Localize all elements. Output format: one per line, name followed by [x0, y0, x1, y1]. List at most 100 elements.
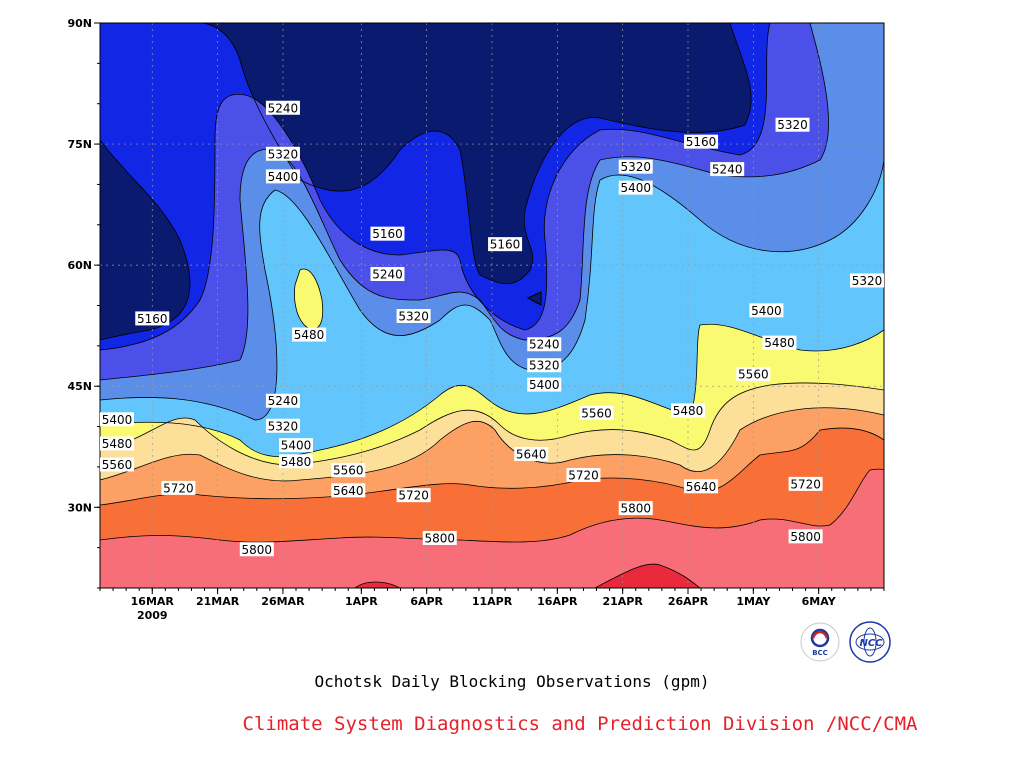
contour-label: 5240: [370, 267, 405, 282]
svg-text:5160: 5160: [490, 238, 521, 252]
x-tick-label: 21MAR: [196, 595, 240, 608]
band-closed-5480: [294, 269, 323, 330]
bcc-logo: BCC: [800, 622, 840, 662]
contour-label: 5640: [684, 479, 719, 494]
svg-text:5400: 5400: [529, 378, 560, 392]
svg-text:5240: 5240: [268, 101, 299, 115]
svg-text:5800: 5800: [790, 530, 821, 544]
contour-label: 5480: [671, 403, 705, 418]
contour-label: 5560: [579, 405, 614, 420]
svg-text:5160: 5160: [372, 227, 403, 241]
logos: BCC NCC: [800, 621, 891, 663]
contour-label: 5400: [279, 438, 313, 453]
svg-text:5400: 5400: [751, 304, 782, 318]
svg-text:5720: 5720: [398, 489, 429, 503]
contour-line: [100, 23, 884, 588]
y-tick-label: 45N: [67, 380, 92, 393]
contour-line: [100, 23, 884, 588]
svg-text:5240: 5240: [712, 163, 743, 177]
svg-text:5480: 5480: [673, 404, 704, 418]
svg-text:5400: 5400: [281, 439, 312, 453]
x-tick-label: 16MAR: [131, 595, 175, 608]
contour-label: 5560: [736, 367, 771, 382]
x-tick-label: 6MAY: [802, 595, 837, 608]
contour-label: 5720: [788, 476, 823, 491]
svg-text:5560: 5560: [333, 464, 364, 478]
grid-lines: [100, 23, 884, 588]
svg-text:5320: 5320: [268, 419, 299, 433]
contour-line: [100, 159, 884, 588]
x-tick-label: 26MAR: [261, 595, 305, 608]
y-axis: 30N 45N 60N 75N 90N: [67, 17, 100, 589]
ncc-logo: NCC: [849, 621, 891, 663]
contour-label: 5400: [749, 303, 784, 318]
y-tick-label: 90N: [67, 17, 92, 30]
contour-label: 5320: [850, 273, 884, 288]
contour-label: 5720: [161, 480, 196, 495]
band-above-5880: [595, 564, 700, 588]
x-year-label: 2009: [137, 609, 168, 622]
x-tick-label: 26APR: [668, 595, 709, 608]
contour-label: 5400: [100, 412, 134, 427]
contour-label: 5480: [279, 454, 313, 469]
contour-label: 5240: [527, 337, 562, 352]
contour-label: 5400: [527, 377, 562, 392]
contour-label: 5400: [618, 180, 653, 195]
svg-text:5640: 5640: [516, 448, 547, 462]
contour-label: 5640: [331, 483, 366, 498]
svg-text:NCC: NCC: [859, 638, 883, 649]
svg-text:5560: 5560: [581, 406, 612, 420]
contour-label: 5480: [762, 335, 797, 350]
svg-text:5480: 5480: [294, 328, 325, 342]
svg-text:5320: 5320: [852, 274, 883, 288]
contour-label: 5720: [566, 468, 601, 483]
svg-text:5800: 5800: [242, 543, 273, 557]
contour-label: 5720: [396, 488, 431, 503]
contour-label: 5240: [710, 162, 745, 177]
contour-line: [594, 563, 701, 588]
x-tick-label: 21APR: [602, 595, 643, 608]
svg-text:5320: 5320: [268, 147, 299, 161]
contour-label: 5640: [514, 447, 549, 462]
contour-label: 5160: [370, 226, 405, 241]
contour-label: 5320: [618, 159, 653, 174]
contour-line: [527, 291, 542, 306]
x-tick-label: 16APR: [537, 595, 578, 608]
svg-text:5480: 5480: [281, 455, 312, 469]
svg-text:5560: 5560: [738, 368, 769, 382]
contour-line: [100, 427, 884, 588]
svg-text:5160: 5160: [686, 135, 717, 149]
svg-text:5480: 5480: [102, 437, 133, 451]
band-above-5880-small: [355, 582, 400, 588]
y-tick-label: 75N: [67, 138, 92, 151]
contour-label: 5800: [422, 530, 457, 545]
contour-label: 5560: [331, 463, 366, 478]
x-tick-label: 6APR: [410, 595, 443, 608]
y-tick-label: 60N: [67, 259, 92, 272]
svg-text:5640: 5640: [333, 484, 364, 498]
svg-text:5240: 5240: [268, 394, 299, 408]
contour-label: 5320: [265, 418, 300, 433]
contour-label: 5240: [265, 100, 300, 115]
y-tick-label: 30N: [67, 501, 92, 514]
svg-text:5720: 5720: [790, 477, 821, 491]
svg-text:5400: 5400: [102, 413, 133, 427]
contour-label: 5320: [527, 358, 562, 373]
x-tick-label: 1MAY: [736, 595, 771, 608]
contour-label: 5800: [239, 542, 274, 557]
contour-line: [100, 382, 884, 588]
contour-line: [100, 468, 884, 588]
contour-label: 5320: [265, 146, 300, 161]
contour-label: 5160: [488, 237, 523, 252]
x-tick-label: 11APR: [472, 595, 513, 608]
contour-labels: 5240 5320 5400 5160 5160 5240 5320 5480 5160 5240…: [100, 100, 884, 557]
svg-text:5320: 5320: [398, 309, 429, 323]
svg-text:5560: 5560: [102, 458, 133, 472]
contour-label: 5320: [396, 308, 431, 323]
svg-text:5720: 5720: [163, 481, 194, 495]
svg-text:BCC: BCC: [812, 649, 828, 657]
contour-label: 5800: [788, 529, 823, 544]
svg-text:5640: 5640: [686, 480, 717, 494]
contour-label: 5160: [135, 311, 170, 326]
